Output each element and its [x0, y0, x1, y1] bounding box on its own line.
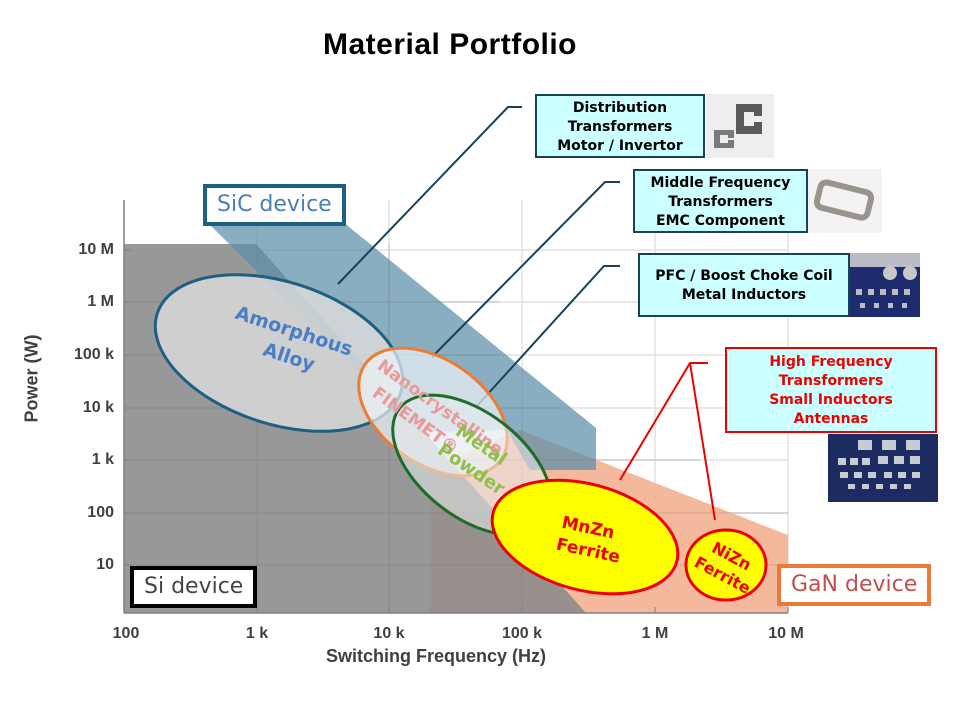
x-tick-1k: 1 k	[245, 625, 269, 642]
mnzn-ferrite-ellipse	[490, 478, 680, 596]
callout-line: Metal Inductors	[681, 287, 807, 303]
leader-lines	[337, 106, 620, 408]
y-tick-1M: 1 M	[87, 293, 114, 310]
y-tick-10: 10	[96, 556, 114, 573]
y-tick-100: 100	[87, 504, 114, 521]
leader-lines-red	[619, 362, 716, 521]
inductor-image-pfc	[850, 253, 920, 317]
ferrite-image-high	[828, 434, 938, 502]
x-tick-100k: 100 k	[501, 625, 543, 642]
sic-device-label: SiC device	[203, 184, 346, 226]
x-tick-10k: 10 k	[373, 625, 405, 642]
callout-line: Distribution	[572, 100, 668, 116]
callout-line: Motor / Invertor	[557, 138, 683, 154]
y-tick-10k: 10 k	[82, 399, 114, 416]
callout-line: Middle Frequency	[650, 175, 791, 191]
si-device-label: Si device	[130, 566, 258, 608]
callout-line: Small Inductors	[769, 392, 893, 408]
callout-line: Antennas	[793, 411, 869, 427]
callout-line: Transformers	[778, 373, 884, 389]
callout-high-frequency: High Frequency Transformers Small Induct…	[725, 347, 937, 433]
y-tick-1k: 1 k	[91, 451, 114, 468]
callout-line: Transformers	[668, 194, 773, 210]
callout-line: PFC / Boost Choke Coil	[655, 268, 833, 284]
x-axis-label: Switching Frequency (Hz)	[326, 646, 547, 666]
callout-line: High Frequency	[769, 354, 893, 370]
y-tick-100k: 100 k	[73, 346, 114, 363]
x-tick-10M: 10 M	[768, 625, 804, 642]
callout-pfc: PFC / Boost Choke Coil Metal Inductors	[638, 253, 850, 317]
core-image-middle	[808, 169, 882, 233]
y-tick-10M: 10 M	[78, 241, 114, 258]
callout-line: EMC Component	[656, 213, 785, 229]
core-image-distribution	[706, 94, 774, 158]
x-tick-100: 100	[112, 625, 140, 642]
callout-distribution: Distribution Transformers Motor / Invert…	[535, 94, 705, 158]
callout-middle-frequency: Middle Frequency Transformers EMC Compon…	[633, 169, 808, 233]
gan-device-label: GaN device	[777, 564, 932, 606]
x-tick-1M: 1 M	[641, 625, 669, 642]
nizn-ferrite-ellipse	[684, 528, 768, 602]
callout-line: Transformers	[567, 119, 673, 135]
axes	[123, 200, 788, 614]
y-axis-label: Power (W)	[21, 334, 42, 423]
page-title: Material Portfolio	[322, 28, 578, 61]
